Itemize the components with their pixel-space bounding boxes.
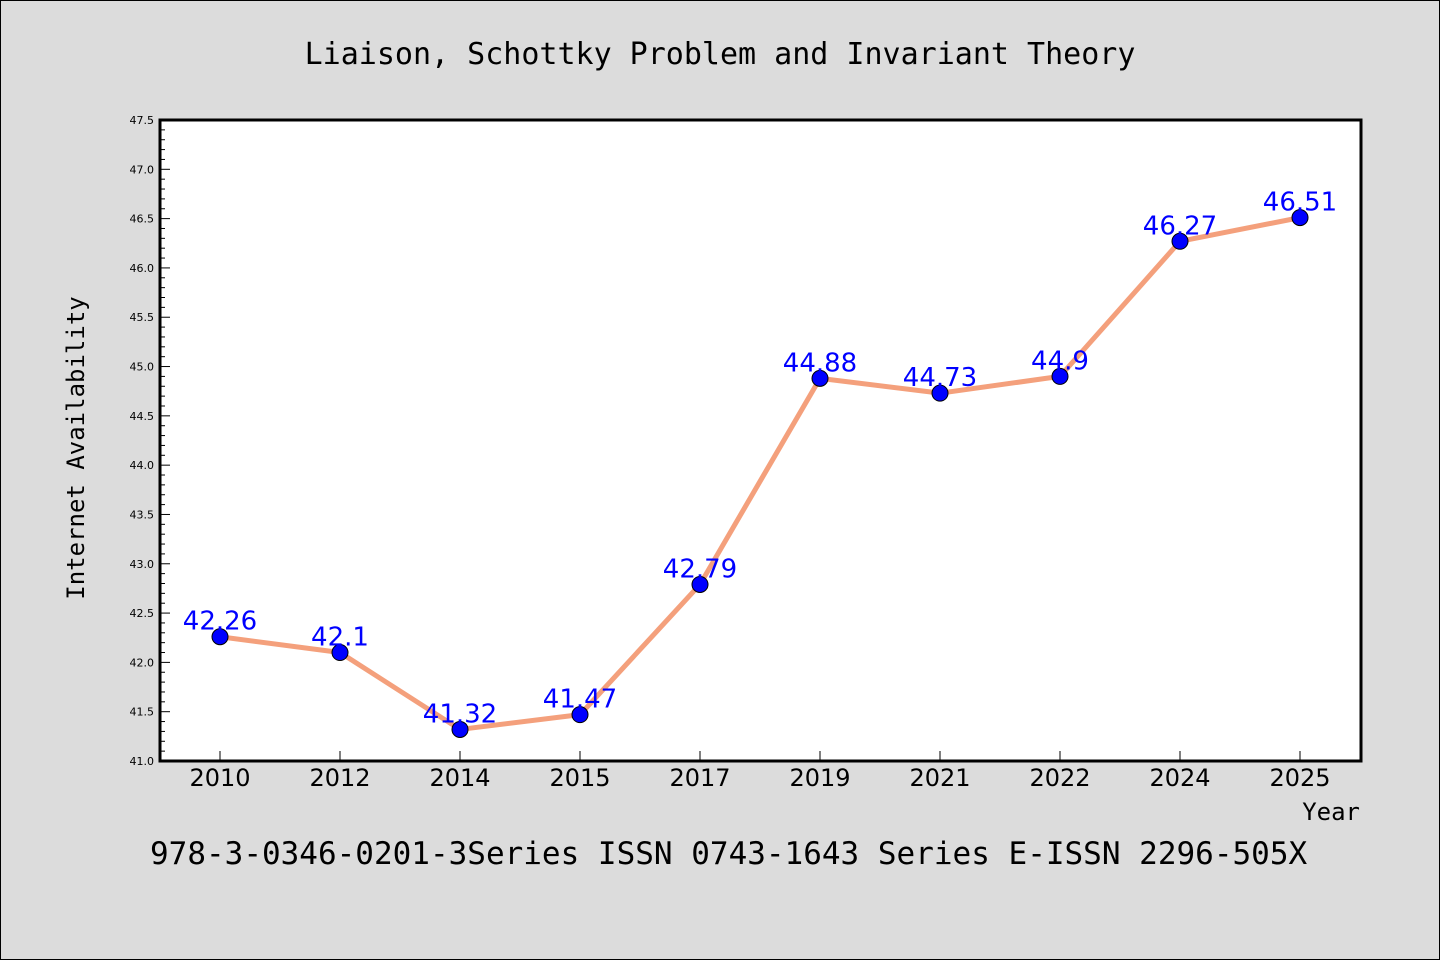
caption: 978-3-0346-0201-3Series ISSN 0743-1643 S… [150,836,1307,872]
data-label: 44.9 [1031,346,1089,376]
y-tick-label: 46.5 [130,213,155,226]
data-label: 42.26 [183,607,257,637]
y-tick-label: 44.0 [130,459,155,472]
y-axis: 41.0 41.5 42.0 42.5 43.0 43.5 44.0 44.5 45.0 45.5… [130,114,170,768]
data-point [931,384,949,402]
data-point [811,369,829,387]
data-point [1051,367,1069,385]
data-point [1171,232,1189,250]
data-labels: 42.26 42.1 41.32 41.47 42.79 44.88 44.73 44.9 46… [183,188,1337,730]
x-tick-label: 2021 [909,764,970,792]
y-tick-label: 42.5 [130,607,155,620]
data-label: 44.73 [903,363,977,393]
data-label: 46.27 [1143,211,1217,241]
data-point [571,706,589,724]
x-tick-label: 2010 [189,764,250,792]
y-tick-label: 47.0 [130,163,155,176]
data-markers [211,209,1309,738]
data-label: 42.1 [311,623,369,653]
chart-title: Liaison, Schottky Problem and Invariant … [305,37,1136,72]
y-tick-label: 44.5 [130,410,155,423]
data-point [211,628,229,646]
data-label: 41.32 [423,699,497,729]
y-axis-label: Internet Availability [62,296,90,599]
x-tick-label: 2025 [1269,764,1330,792]
x-tick-label: 2024 [1149,764,1210,792]
data-point [691,575,709,593]
series-line [219,215,1301,732]
x-axis: 2010 2012 2014 2015 2017 2019 2021 2022 2024 2025 [189,751,1331,792]
data-point [331,644,349,662]
data-point [451,720,469,738]
plot-area [158,118,1363,763]
x-tick-label: 2017 [669,764,730,792]
x-tick-label: 2012 [309,764,370,792]
data-label: 46.51 [1263,188,1337,218]
y-tick-label: 47.5 [130,114,155,127]
y-tick-label: 45.5 [130,311,155,324]
y-tick-label: 43.0 [130,558,155,571]
x-tick-label: 2015 [549,764,610,792]
data-label: 44.88 [783,348,857,378]
data-label: 41.47 [543,685,617,715]
data-label: 42.79 [663,554,737,584]
x-tick-label: 2014 [429,764,490,792]
x-axis-label: Year [1302,798,1360,826]
x-tick-label: 2022 [1029,764,1090,792]
y-tick-label: 42.0 [130,656,155,669]
y-tick-label: 41.0 [130,755,155,768]
y-tick-label: 46.0 [130,262,155,275]
x-tick-label: 2019 [789,764,850,792]
y-tick-label: 43.5 [130,508,155,521]
y-tick-label: 45.0 [130,361,155,374]
y-tick-label: 41.5 [130,706,155,719]
data-point [1291,209,1309,227]
